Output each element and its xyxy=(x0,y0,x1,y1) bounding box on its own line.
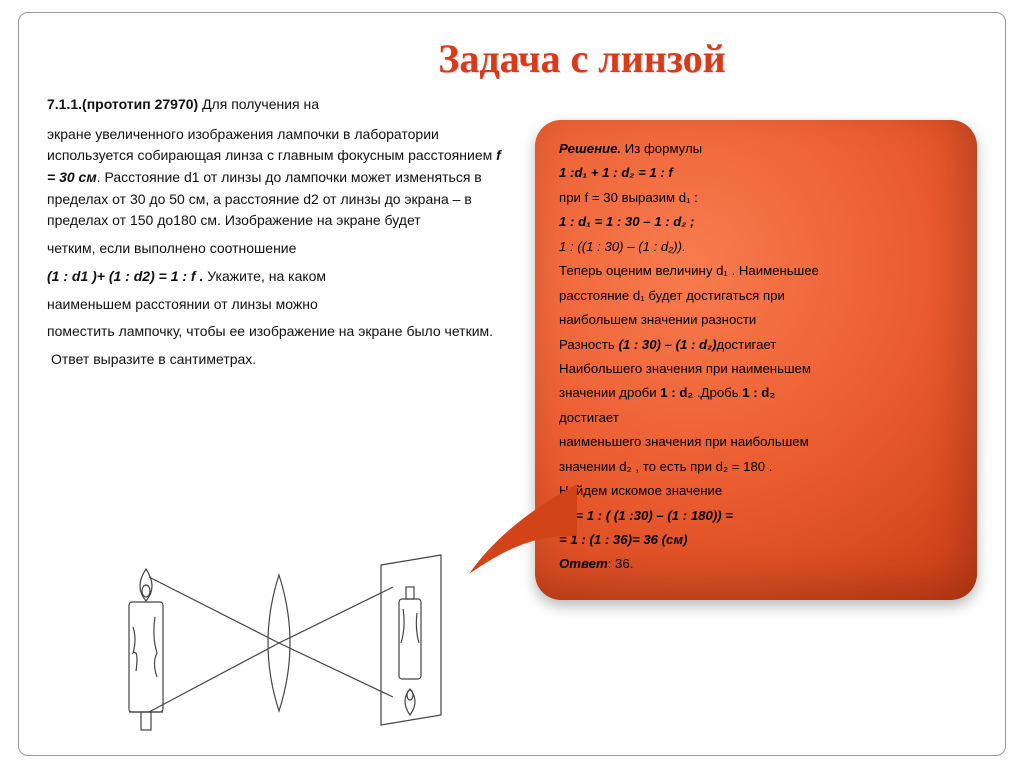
sol-line-5: Теперь оценим величину d₁ . Наименьшее xyxy=(559,260,955,282)
sol-line-11: достигает xyxy=(559,407,955,429)
sol-line-9: Наибольшего значения при наименьшем xyxy=(559,358,955,380)
sol-line-16: = 1 : (1 : 36)= 36 (см) xyxy=(559,529,955,551)
sol-line-12: наименьшего значения при наибольшем xyxy=(559,431,955,453)
sol-line-7: наибольшем значении разности xyxy=(559,309,955,331)
sol-line-3: 1 : d₁ = 1 : 30 – 1 : d₂ ; xyxy=(559,211,955,233)
problem-column: 7.1.1.(прототип 27970) Для получения на … xyxy=(47,94,511,377)
problem-p2: четким, если выполнено соотношение xyxy=(47,238,511,260)
columns: 7.1.1.(прототип 27970) Для получения на … xyxy=(47,94,977,600)
sol-line-17: Ответ: 36. xyxy=(559,553,955,575)
bubble-tail-icon xyxy=(467,456,587,576)
problem-lead: 7.1.1.(прототип 27970) Для получения на xyxy=(47,94,511,116)
sol-line-6: расстояние d₁ будет достигаться при xyxy=(559,285,955,307)
lens-diagram-icon xyxy=(109,547,469,737)
problem-p3c: поместить лампочку, чтобы ее изображение… xyxy=(47,321,511,343)
problem-p1: экране увеличенного изображения лампочки… xyxy=(47,124,511,232)
problem-p3b: наименьшем расстоянии от линзы можно xyxy=(47,294,511,316)
solution-bubble: Решение. Из формулы 1 :d₁ + 1 : d₂ = 1 :… xyxy=(535,120,977,600)
slide-title: Задача с линзой xyxy=(187,35,977,82)
sol-line-10: значении дроби 1 : d₂ .Дробь 1 : d₂ xyxy=(559,382,955,404)
problem-id: 7.1.1.(прототип 27970) xyxy=(47,96,198,112)
problem-p4: Ответ выразите в сантиметрах. xyxy=(51,349,511,371)
solution-column: Решение. Из формулы 1 :d₁ + 1 : d₂ = 1 :… xyxy=(535,94,977,600)
sol-line-2: при f = 30 выразим d₁ : xyxy=(559,187,955,209)
sol-line-8: Разность (1 : 30) – (1 : d₂)достигает xyxy=(559,334,955,356)
sol-line-0: Решение. Из формулы xyxy=(559,138,955,160)
sol-line-15: d₁ = 1 : ( (1 :30) – (1 : 180)) = xyxy=(559,505,955,527)
sol-line-1: 1 :d₁ + 1 : d₂ = 1 : f xyxy=(559,162,955,184)
slide-frame: Задача с линзой 7.1.1.(прототип 27970) Д… xyxy=(18,12,1006,756)
lead-rest: Для получения на xyxy=(198,96,319,112)
problem-formula-line: (1 : d1 )+ (1 : d2) = 1 : f . Укажите, н… xyxy=(47,266,511,288)
sol-line-4: 1 : ((1 : 30) – (1 : d₂)). xyxy=(559,236,955,258)
lens-formula: (1 : d1 )+ (1 : d2) = 1 : f . xyxy=(47,268,203,284)
sol-line-13: значении d₂ , то есть при d₂ = 180 . xyxy=(559,456,955,478)
sol-line-14: Найдем искомое значение xyxy=(559,480,955,502)
